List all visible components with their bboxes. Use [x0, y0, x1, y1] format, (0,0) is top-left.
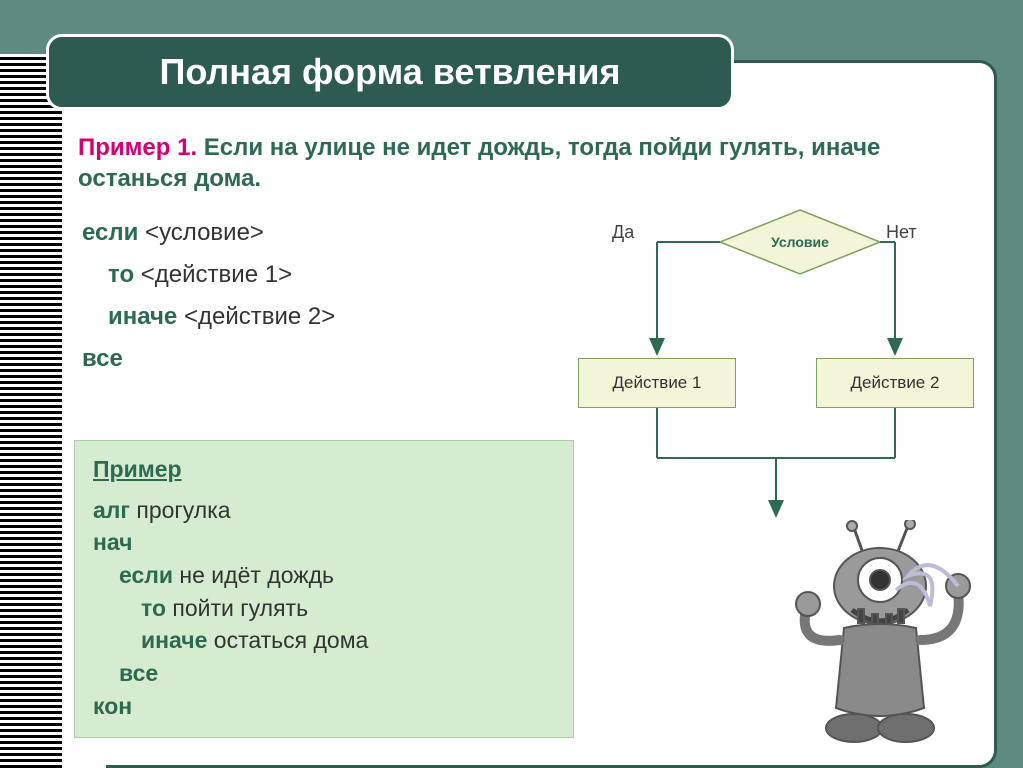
title-wrap: Полная форма ветвления: [46, 26, 734, 112]
kw-else: иначе: [108, 303, 177, 330]
code-line-4: то пойти гулять: [93, 592, 555, 625]
kw-else2: иначе: [141, 627, 207, 653]
code-line-7: кон: [93, 690, 555, 723]
code-l3-rest: не идёт дождь: [173, 562, 334, 588]
pseudo-act1: <действие 1>: [134, 261, 292, 288]
kw-all2: все: [119, 660, 158, 686]
action1-node: Действие 1: [578, 358, 736, 408]
no-label: Нет: [886, 222, 917, 243]
stripe-sidebar: [0, 54, 62, 768]
codebox-heading: Пример: [93, 453, 555, 486]
condition-label: Условие: [720, 210, 880, 274]
pseudo-act2: <действие 2>: [177, 303, 335, 330]
example-code-box: Пример алг прогулка нач если не идёт дож…: [74, 440, 574, 738]
code-line-1: алг прогулка: [93, 494, 555, 527]
kw-alg: алг: [93, 497, 130, 523]
kw-then: то: [108, 261, 134, 288]
condition-node: Условие: [720, 210, 880, 274]
codebox-heading-text: Пример: [93, 456, 182, 482]
example-sentence: Пример 1. Если на улице не идет дождь, т…: [78, 132, 980, 194]
code-l4-rest: пойти гулять: [166, 595, 308, 621]
kw-kon: кон: [93, 693, 132, 719]
pseudo-cond: <условие>: [138, 219, 264, 246]
yes-label: Да: [612, 222, 634, 243]
code-line-5: иначе остаться дома: [93, 624, 555, 657]
action2-node: Действие 2: [816, 358, 974, 408]
kw-if: если: [82, 219, 138, 246]
code-line-3: если не идёт дождь: [93, 559, 555, 592]
slide-title: Полная форма ветвления: [46, 34, 734, 110]
robot-icon: [780, 520, 980, 750]
code-l1-rest: прогулка: [130, 497, 231, 523]
example-text: Если на улице не идет дождь, тогда пойди…: [78, 134, 880, 192]
example-prefix: Пример 1.: [78, 134, 197, 161]
kw-then2: то: [141, 595, 166, 621]
code-line-2: нач: [93, 526, 555, 559]
kw-all: все: [82, 345, 123, 372]
flowchart: Условие Да Нет Действие 1 Действие 2: [560, 200, 980, 540]
kw-if2: если: [119, 562, 173, 588]
kw-nach: нач: [93, 529, 132, 555]
code-line-6: все: [93, 657, 555, 690]
code-l5-rest: остаться дома: [207, 627, 368, 653]
